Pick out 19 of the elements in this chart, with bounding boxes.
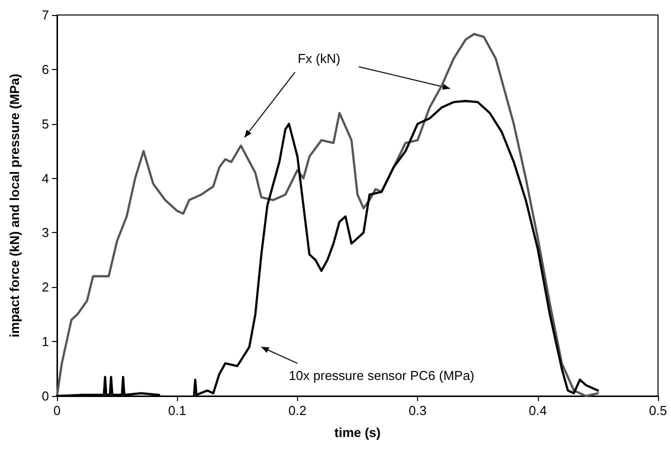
y-tick-label: 7 bbox=[42, 8, 49, 22]
y-tick-label: 0 bbox=[42, 388, 49, 404]
y-tick-label: 1 bbox=[42, 334, 49, 350]
y-tick-label: 5 bbox=[42, 116, 49, 132]
x-tick-label: 0.2 bbox=[288, 403, 306, 418]
x-tick-label: 0.1 bbox=[168, 403, 186, 418]
x-tick-label: 0 bbox=[53, 403, 61, 418]
y-tick-label: 6 bbox=[42, 62, 49, 77]
x-tick-label: 0.3 bbox=[408, 403, 427, 418]
y-tick-label: 4 bbox=[42, 170, 49, 186]
annotation: Fx (kN) bbox=[298, 51, 340, 66]
y-tick-label: 3 bbox=[42, 225, 49, 240]
line-series bbox=[56, 32, 599, 398]
annotation: 10x pressure sensor PC6 (MPa) bbox=[288, 368, 474, 383]
y-tick-label: 2 bbox=[42, 280, 49, 295]
x-tick-label: 0.5 bbox=[648, 403, 668, 418]
x-axis-title: time (s) bbox=[334, 425, 381, 440]
x-tick-label: 0.4 bbox=[528, 403, 547, 418]
y-axis-title: impact force (kN) and local pressure (MPa) bbox=[7, 74, 22, 338]
